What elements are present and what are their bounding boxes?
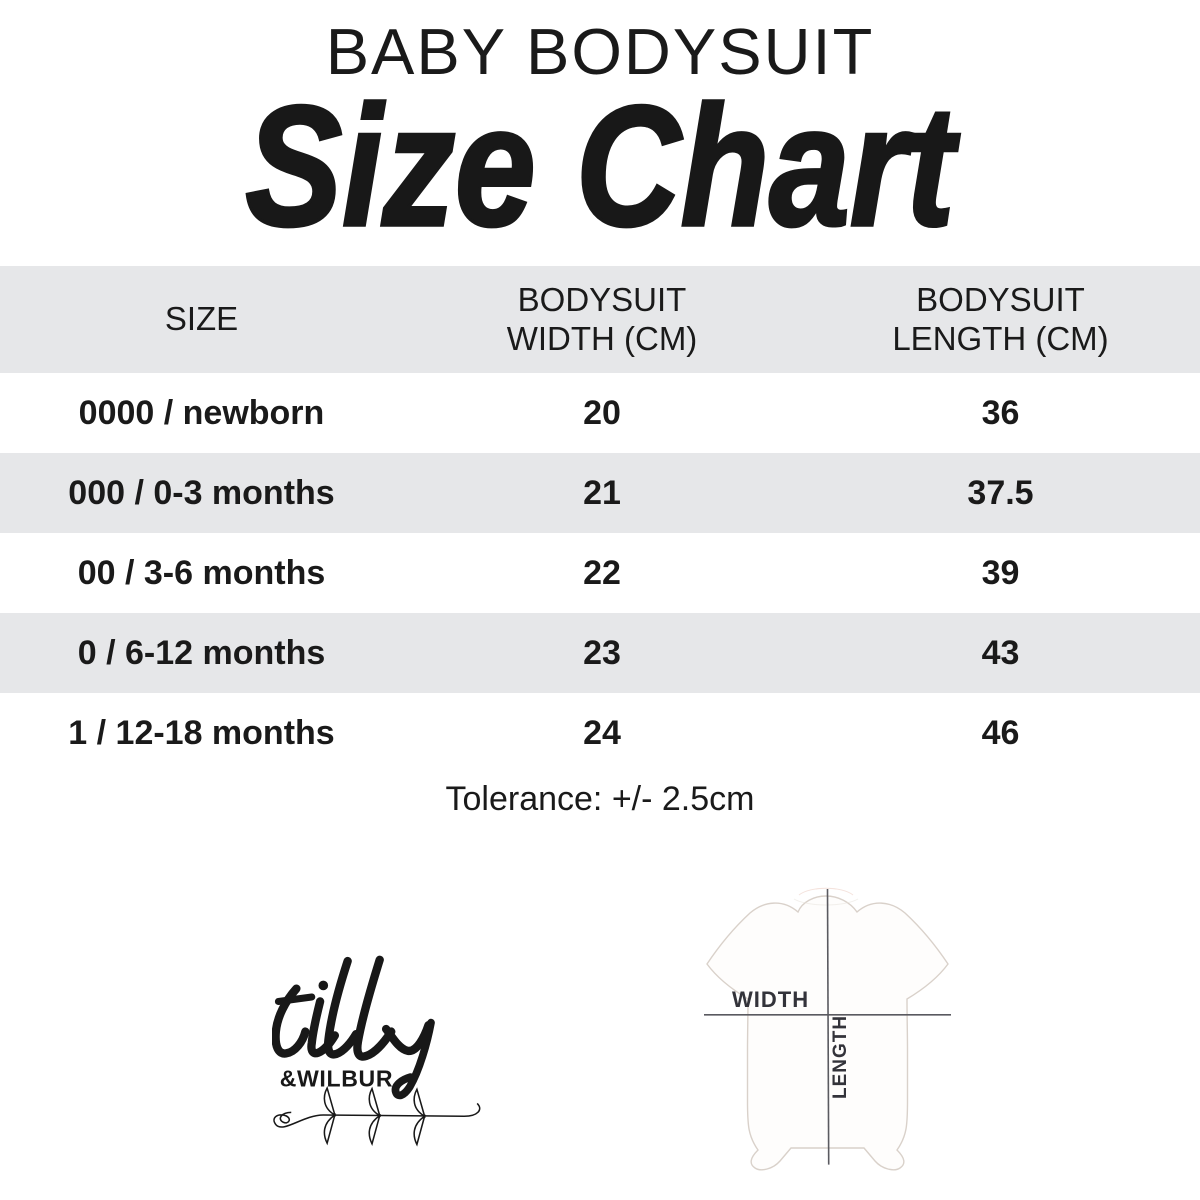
svg-text:LENGTH: LENGTH — [830, 1015, 851, 1099]
svg-text:WIDTH: WIDTH — [732, 987, 809, 1012]
svg-text:&WILBUR: &WILBUR — [280, 1066, 393, 1092]
